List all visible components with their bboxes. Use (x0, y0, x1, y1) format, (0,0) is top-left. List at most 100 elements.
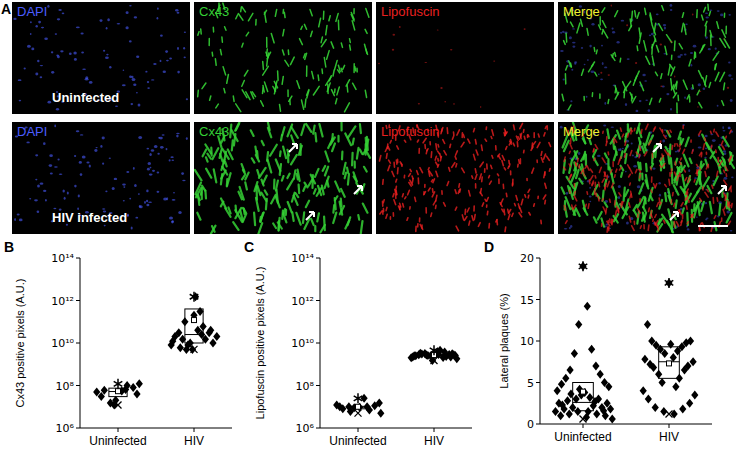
texture-streak (592, 62, 595, 66)
texture-streak (587, 204, 589, 208)
texture-streak (573, 205, 576, 210)
data-point (417, 349, 424, 358)
texture-dot (173, 192, 175, 194)
texture-streak (611, 135, 616, 143)
texture-streak (266, 59, 268, 66)
y-tick-label: 10¹² (51, 295, 74, 308)
texture-streak (443, 140, 445, 144)
texture-dot (450, 49, 452, 51)
texture-streak (562, 187, 565, 193)
texture-dot (147, 87, 150, 89)
texture-streak (673, 93, 676, 98)
texture-dot (104, 225, 106, 227)
texture-streak (681, 187, 688, 198)
panel-label: B (4, 239, 14, 255)
texture-streak (606, 175, 608, 179)
texture-streak (638, 173, 641, 180)
box (573, 383, 594, 411)
texture-streak (645, 164, 648, 171)
texture-streak (668, 131, 669, 134)
texture-streak (242, 175, 245, 179)
texture-streak (643, 213, 645, 222)
texture-streak (570, 138, 572, 143)
texture-streak (491, 165, 492, 168)
texture-dot (710, 146, 712, 148)
texture-dot (30, 33, 32, 35)
texture-streak (382, 180, 384, 185)
arrow (718, 186, 726, 194)
texture-dot (651, 33, 654, 35)
texture-dot (453, 103, 455, 104)
texture-streak (645, 8, 646, 14)
texture-streak (602, 8, 605, 13)
texture-streak (306, 66, 308, 76)
texture-streak (655, 72, 657, 76)
texture-dot (115, 106, 118, 108)
texture-dot (41, 27, 44, 29)
texture-dot (677, 56, 681, 58)
texture-dot (653, 167, 656, 169)
texture-dot (147, 148, 150, 150)
texture-streak (288, 202, 292, 212)
texture-dot (100, 19, 103, 22)
texture-streak (664, 220, 665, 223)
texture-streak (663, 156, 664, 167)
texture-streak (365, 44, 367, 53)
texture-streak (620, 167, 622, 170)
max-marker (190, 292, 199, 302)
texture-dot (151, 149, 154, 151)
texture-streak (639, 163, 642, 170)
texture-streak (710, 145, 712, 148)
texture-streak (628, 134, 629, 137)
texture-streak (207, 154, 210, 159)
median-line (185, 334, 203, 335)
texture-streak (632, 226, 634, 231)
texture-streak (462, 168, 465, 172)
texture-streak (603, 191, 604, 201)
texture-streak (343, 65, 345, 69)
texture-streak (665, 185, 667, 187)
texture-streak (686, 138, 689, 147)
texture-dot (184, 57, 186, 59)
mean-marker (192, 318, 197, 323)
texture-dot (47, 5, 49, 8)
texture-streak (298, 170, 300, 182)
texture-streak (706, 142, 713, 153)
texture-streak (287, 90, 289, 97)
y-tick-label: 20 (520, 252, 534, 265)
data-point (575, 320, 582, 329)
data-point (584, 302, 591, 311)
texture-dot (138, 193, 140, 195)
texture-streak (684, 170, 685, 172)
texture-streak (212, 148, 218, 159)
texture-streak (697, 90, 699, 95)
texture-streak (354, 177, 357, 182)
texture-dot (717, 105, 719, 107)
texture-streak (653, 129, 655, 132)
texture-streak (245, 173, 248, 180)
texture-streak (202, 186, 205, 191)
texture-streak (549, 143, 551, 147)
texture-streak (624, 154, 626, 158)
texture-dot (704, 157, 706, 159)
texture-streak (396, 160, 398, 164)
texture-streak (338, 20, 340, 29)
image-tile (12, 122, 190, 234)
texture-streak (638, 142, 641, 153)
texture-streak (417, 224, 419, 227)
texture-streak (574, 196, 577, 201)
texture-dot (152, 170, 155, 172)
y-tick-label: 0 (527, 418, 534, 431)
texture-dot (639, 100, 642, 102)
texture-streak (679, 132, 681, 139)
texture-streak (480, 174, 482, 179)
texture-streak (684, 24, 686, 34)
texture-streak (664, 135, 666, 138)
texture-streak (720, 39, 726, 48)
texture-dot (524, 28, 526, 30)
texture-dot (60, 50, 63, 52)
texture-streak (529, 213, 530, 216)
texture-dot (35, 179, 37, 181)
texture-dot (67, 192, 69, 195)
texture-streak (262, 141, 264, 145)
